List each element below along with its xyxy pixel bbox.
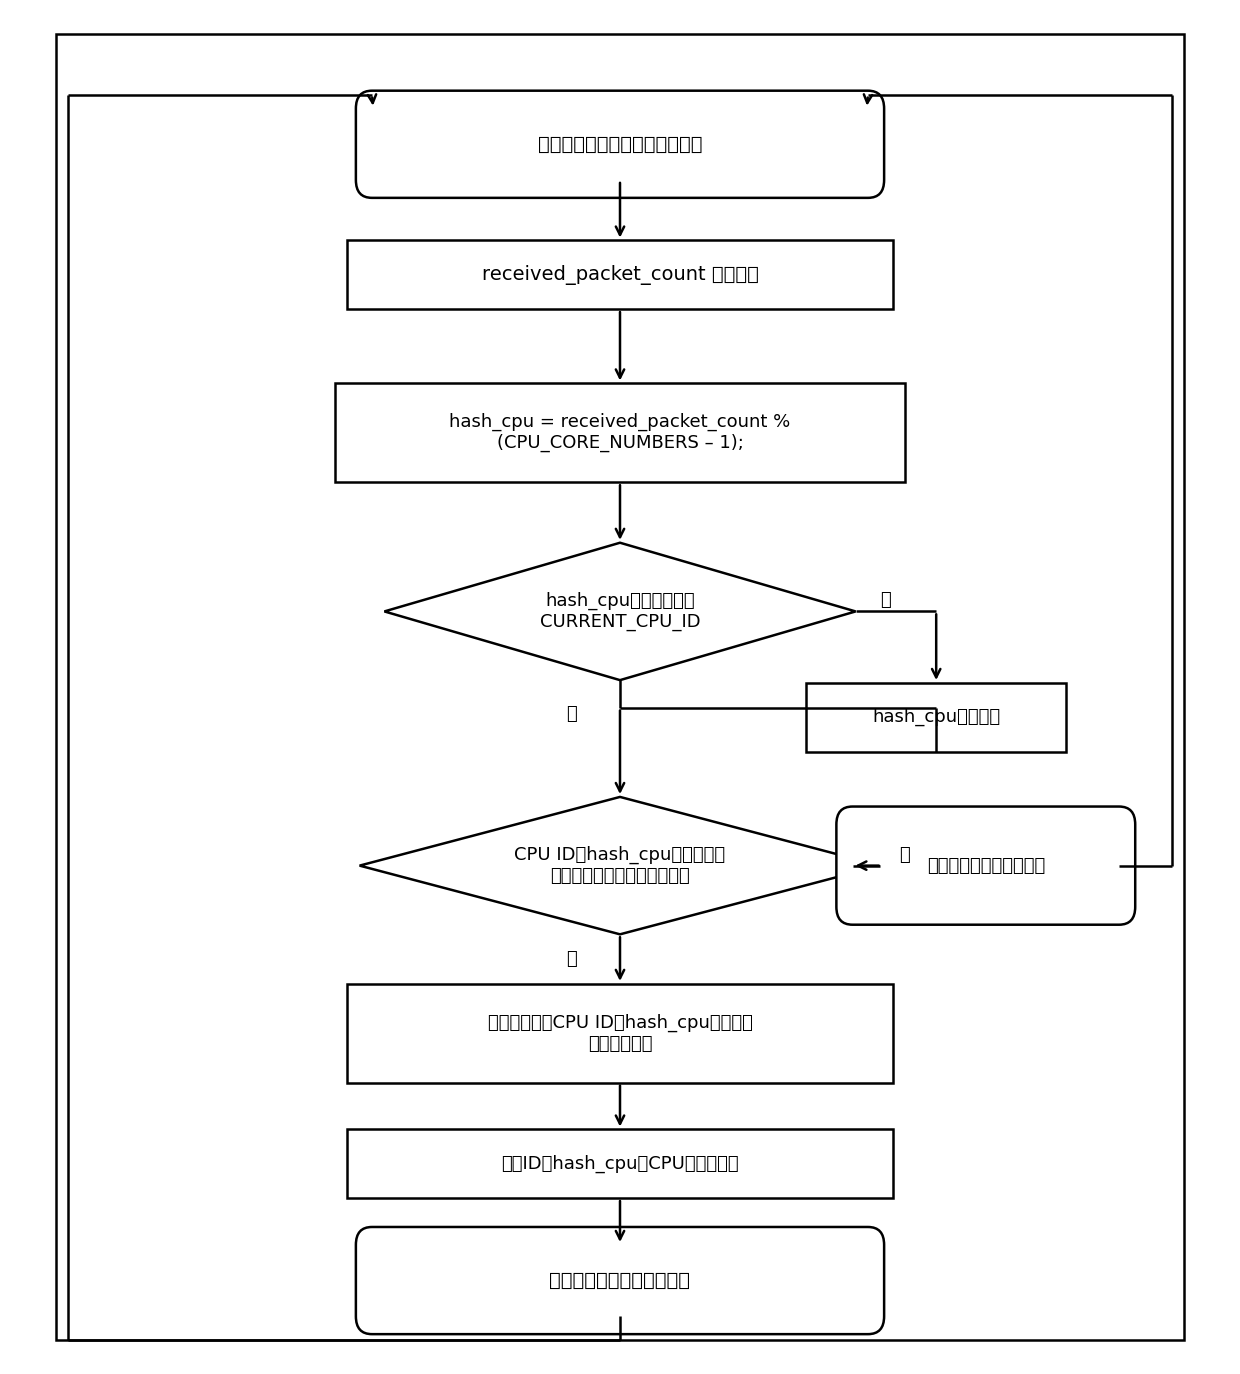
Bar [347,240,893,309]
Text: 通知ID为hash_cpu的CPU核处理报文: 通知ID为hash_cpu的CPU核处理报文 [501,1154,739,1173]
Polygon shape [360,797,880,934]
Text: hash_cpu是否大于等于
CURRENT_CPU_ID: hash_cpu是否大于等于 CURRENT_CPU_ID [539,592,701,631]
Bar [347,984,893,1083]
FancyBboxPatch shape [356,91,884,198]
Bar [347,1129,893,1198]
Text: 是: 是 [880,591,892,610]
Text: 是: 是 [899,845,910,864]
Text: 否: 否 [565,705,577,724]
Text: 从网卡接收队列取一个网络报文: 从网卡接收队列取一个网络报文 [538,135,702,154]
FancyBboxPatch shape [836,807,1136,925]
Text: hash_cpu = received_packet_count %
(CPU_CORE_NUMBERS – 1);: hash_cpu = received_packet_count % (CPU_… [449,414,791,452]
FancyBboxPatch shape [356,1227,884,1334]
Polygon shape [384,543,856,680]
Text: 否: 否 [565,949,577,969]
Bar [335,383,905,482]
Text: CPU ID为hash_cpu核报文接收
队列上未处理报文数达到阐值: CPU ID为hash_cpu核报文接收 队列上未处理报文数达到阐值 [515,846,725,885]
Text: 当前核协议栈处理该报文: 当前核协议栈处理该报文 [926,856,1045,875]
Text: received_packet_count 値增加一: received_packet_count 値增加一 [481,265,759,284]
Text: hash_cpu値增加一: hash_cpu値增加一 [872,708,1001,727]
Text: 将报文放置到CPU ID为hash_cpu的核的报
文接收队列上: 将报文放置到CPU ID为hash_cpu的核的报 文接收队列上 [487,1014,753,1052]
Text: 准备进入下一次循环取报文: 准备进入下一次循环取报文 [549,1271,691,1290]
Bar [806,683,1066,752]
